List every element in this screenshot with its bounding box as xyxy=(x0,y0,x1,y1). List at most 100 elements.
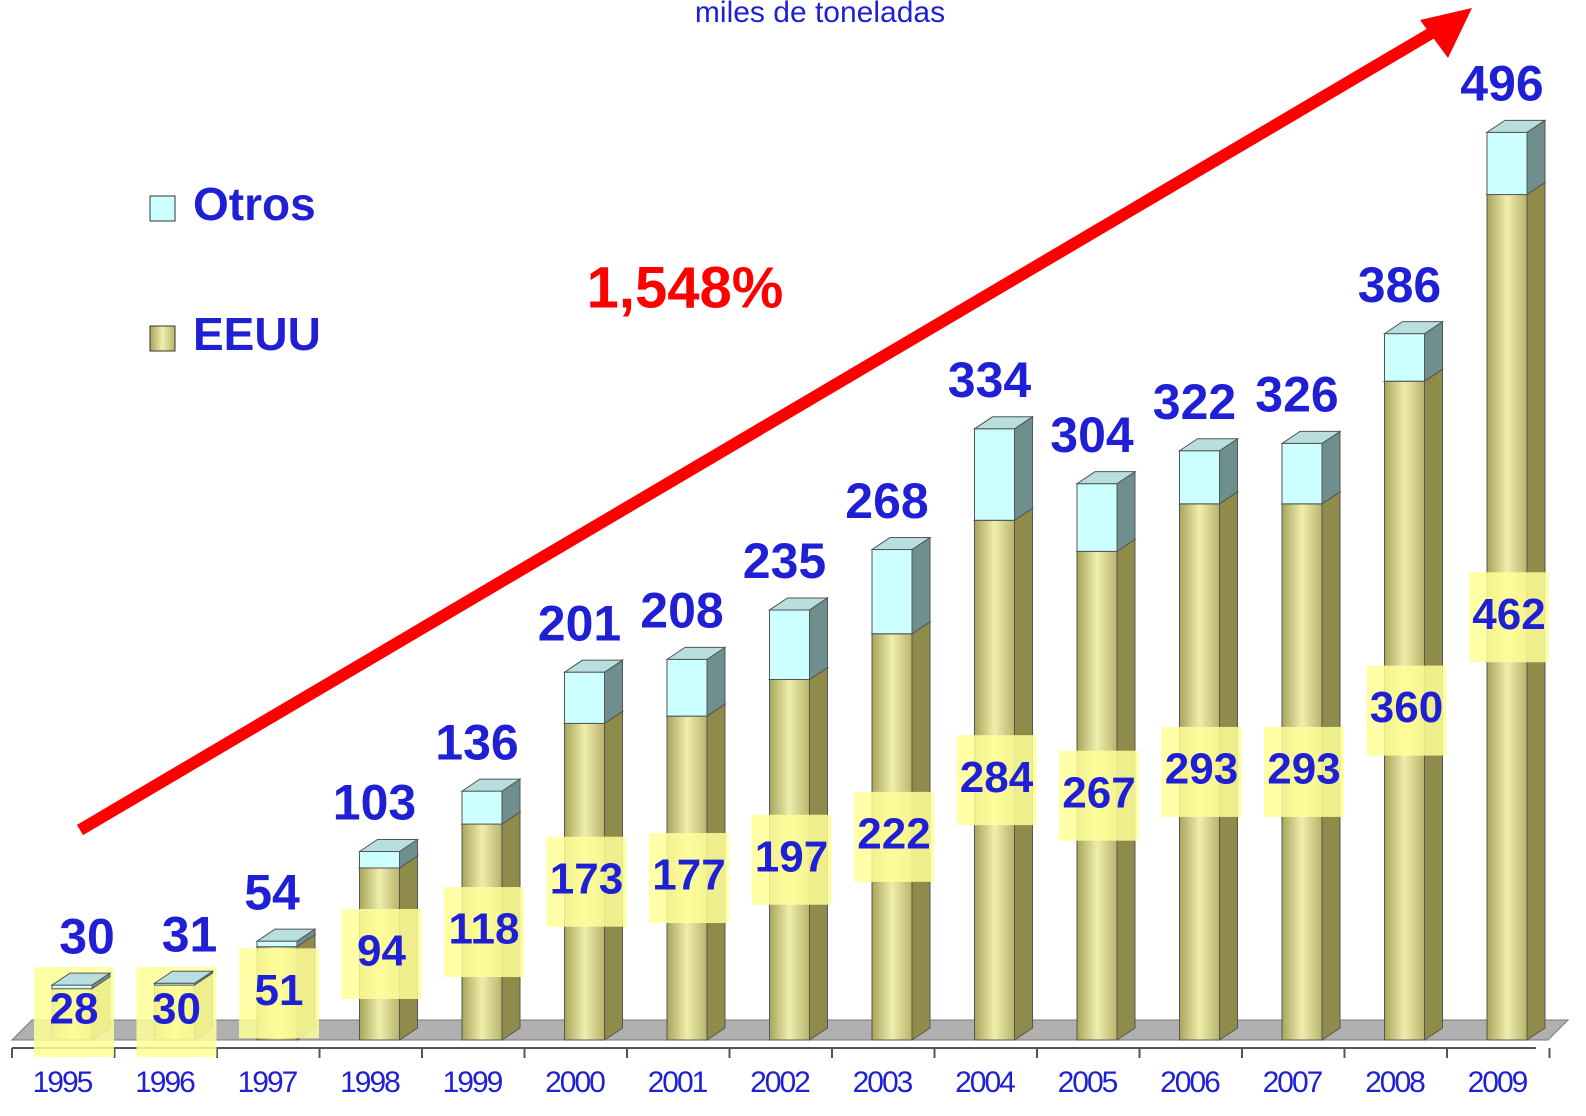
value-label-box xyxy=(239,948,319,1039)
bar-top xyxy=(1075,471,1137,485)
value-label: 30 xyxy=(152,985,201,1034)
bar-side xyxy=(911,536,931,635)
bar-segment xyxy=(1485,119,1547,196)
value-label: 284 xyxy=(960,753,1034,802)
value-label-box xyxy=(1469,572,1549,663)
value-label: 222 xyxy=(857,809,930,858)
total-label: 496 xyxy=(1460,56,1543,112)
bar-top xyxy=(1177,438,1240,452)
value-label-box xyxy=(649,833,729,924)
value-label-box xyxy=(444,887,524,978)
total-label: 208 xyxy=(640,583,723,639)
bar-top xyxy=(1485,119,1547,133)
trend-arrow xyxy=(76,22,1444,836)
bar-top xyxy=(870,537,932,551)
total-label: 326 xyxy=(1255,367,1338,423)
bar-top xyxy=(50,972,112,986)
bar-side xyxy=(1116,470,1136,553)
x-tick-label: 1998 xyxy=(340,1066,400,1099)
bar-front xyxy=(256,940,298,948)
bar-front xyxy=(666,658,708,717)
value-label-box xyxy=(854,791,934,882)
bar-front xyxy=(1384,333,1425,382)
x-tick-label: 2004 xyxy=(955,1066,1015,1099)
bar-front xyxy=(564,671,605,724)
bar-top xyxy=(1280,430,1342,444)
value-label-box xyxy=(341,908,422,999)
bar-front xyxy=(1281,442,1323,505)
bar-segment xyxy=(767,597,830,681)
bar-segment xyxy=(870,536,932,635)
bar-front xyxy=(1076,483,1118,552)
value-label: 267 xyxy=(1062,768,1135,817)
total-label: 268 xyxy=(845,473,928,529)
bar-segment xyxy=(255,928,317,948)
value-label: 177 xyxy=(652,851,725,900)
legend-label: EEUU xyxy=(193,308,321,360)
legend-swatch xyxy=(149,195,176,222)
bar-segment xyxy=(562,659,625,725)
total-label: 304 xyxy=(1050,407,1134,463)
value-label-box xyxy=(1264,726,1344,817)
value-label-box xyxy=(956,735,1037,826)
x-tick-label: 1997 xyxy=(238,1066,298,1099)
bar-front xyxy=(1486,131,1528,196)
bar-top xyxy=(152,970,215,984)
value-label-box xyxy=(1059,750,1139,841)
annotation: 1,548% xyxy=(587,255,784,320)
x-tick-label: 1999 xyxy=(443,1066,503,1099)
bar-top xyxy=(357,839,420,853)
total-label: 31 xyxy=(162,906,218,962)
bar-top xyxy=(255,928,317,942)
bar-segment xyxy=(1177,437,1240,505)
x-tick-label: 2003 xyxy=(853,1066,913,1099)
total-label: 334 xyxy=(948,352,1032,408)
x-tick-label: 2006 xyxy=(1160,1066,1220,1099)
value-label-box xyxy=(751,814,832,905)
bar-side xyxy=(809,597,828,681)
chart-title: miles de toneladas xyxy=(695,0,945,29)
x-tick-label: 2000 xyxy=(545,1066,605,1099)
bar-side xyxy=(1014,415,1033,522)
bar-front xyxy=(359,851,400,869)
bar-top xyxy=(460,778,522,792)
bar-segment xyxy=(1075,470,1137,553)
value-label: 173 xyxy=(550,854,623,903)
bar-side xyxy=(1526,119,1546,196)
x-tick-label: 1996 xyxy=(135,1066,195,1099)
bar-front xyxy=(769,609,810,680)
total-label: 103 xyxy=(333,775,416,831)
bar-front xyxy=(974,428,1015,521)
x-tick-label: 2008 xyxy=(1365,1066,1425,1099)
total-label: 386 xyxy=(1358,257,1441,313)
bar-top xyxy=(1382,321,1445,335)
value-label: 94 xyxy=(357,927,406,976)
value-label-box xyxy=(546,836,627,927)
bar-top xyxy=(972,416,1035,430)
arrow-head xyxy=(1420,8,1472,58)
value-label: 360 xyxy=(1370,683,1443,732)
bar-front xyxy=(51,984,93,990)
total-label: 235 xyxy=(743,533,826,589)
x-tick-label: 2005 xyxy=(1058,1066,1118,1099)
x-tick-label: 1995 xyxy=(33,1066,93,1099)
bar-front xyxy=(461,790,503,825)
total-label: 201 xyxy=(538,595,621,651)
x-tick-label: 2007 xyxy=(1263,1066,1323,1099)
bar-segment xyxy=(50,972,112,990)
x-tick-label: 2009 xyxy=(1468,1066,1528,1099)
x-tick-label: 2001 xyxy=(648,1066,708,1099)
value-label: 51 xyxy=(255,966,304,1015)
bar-segment xyxy=(152,970,215,987)
bar-segment xyxy=(1280,430,1342,505)
legend-label: Otros xyxy=(193,178,316,230)
total-label: 54 xyxy=(244,864,300,920)
value-label: 462 xyxy=(1472,590,1545,639)
bar-segment xyxy=(460,778,522,825)
bar-segment xyxy=(357,838,420,869)
total-label: 30 xyxy=(59,908,115,964)
total-label: 136 xyxy=(435,714,518,770)
bar-top xyxy=(767,597,830,611)
bar-front xyxy=(871,549,913,635)
